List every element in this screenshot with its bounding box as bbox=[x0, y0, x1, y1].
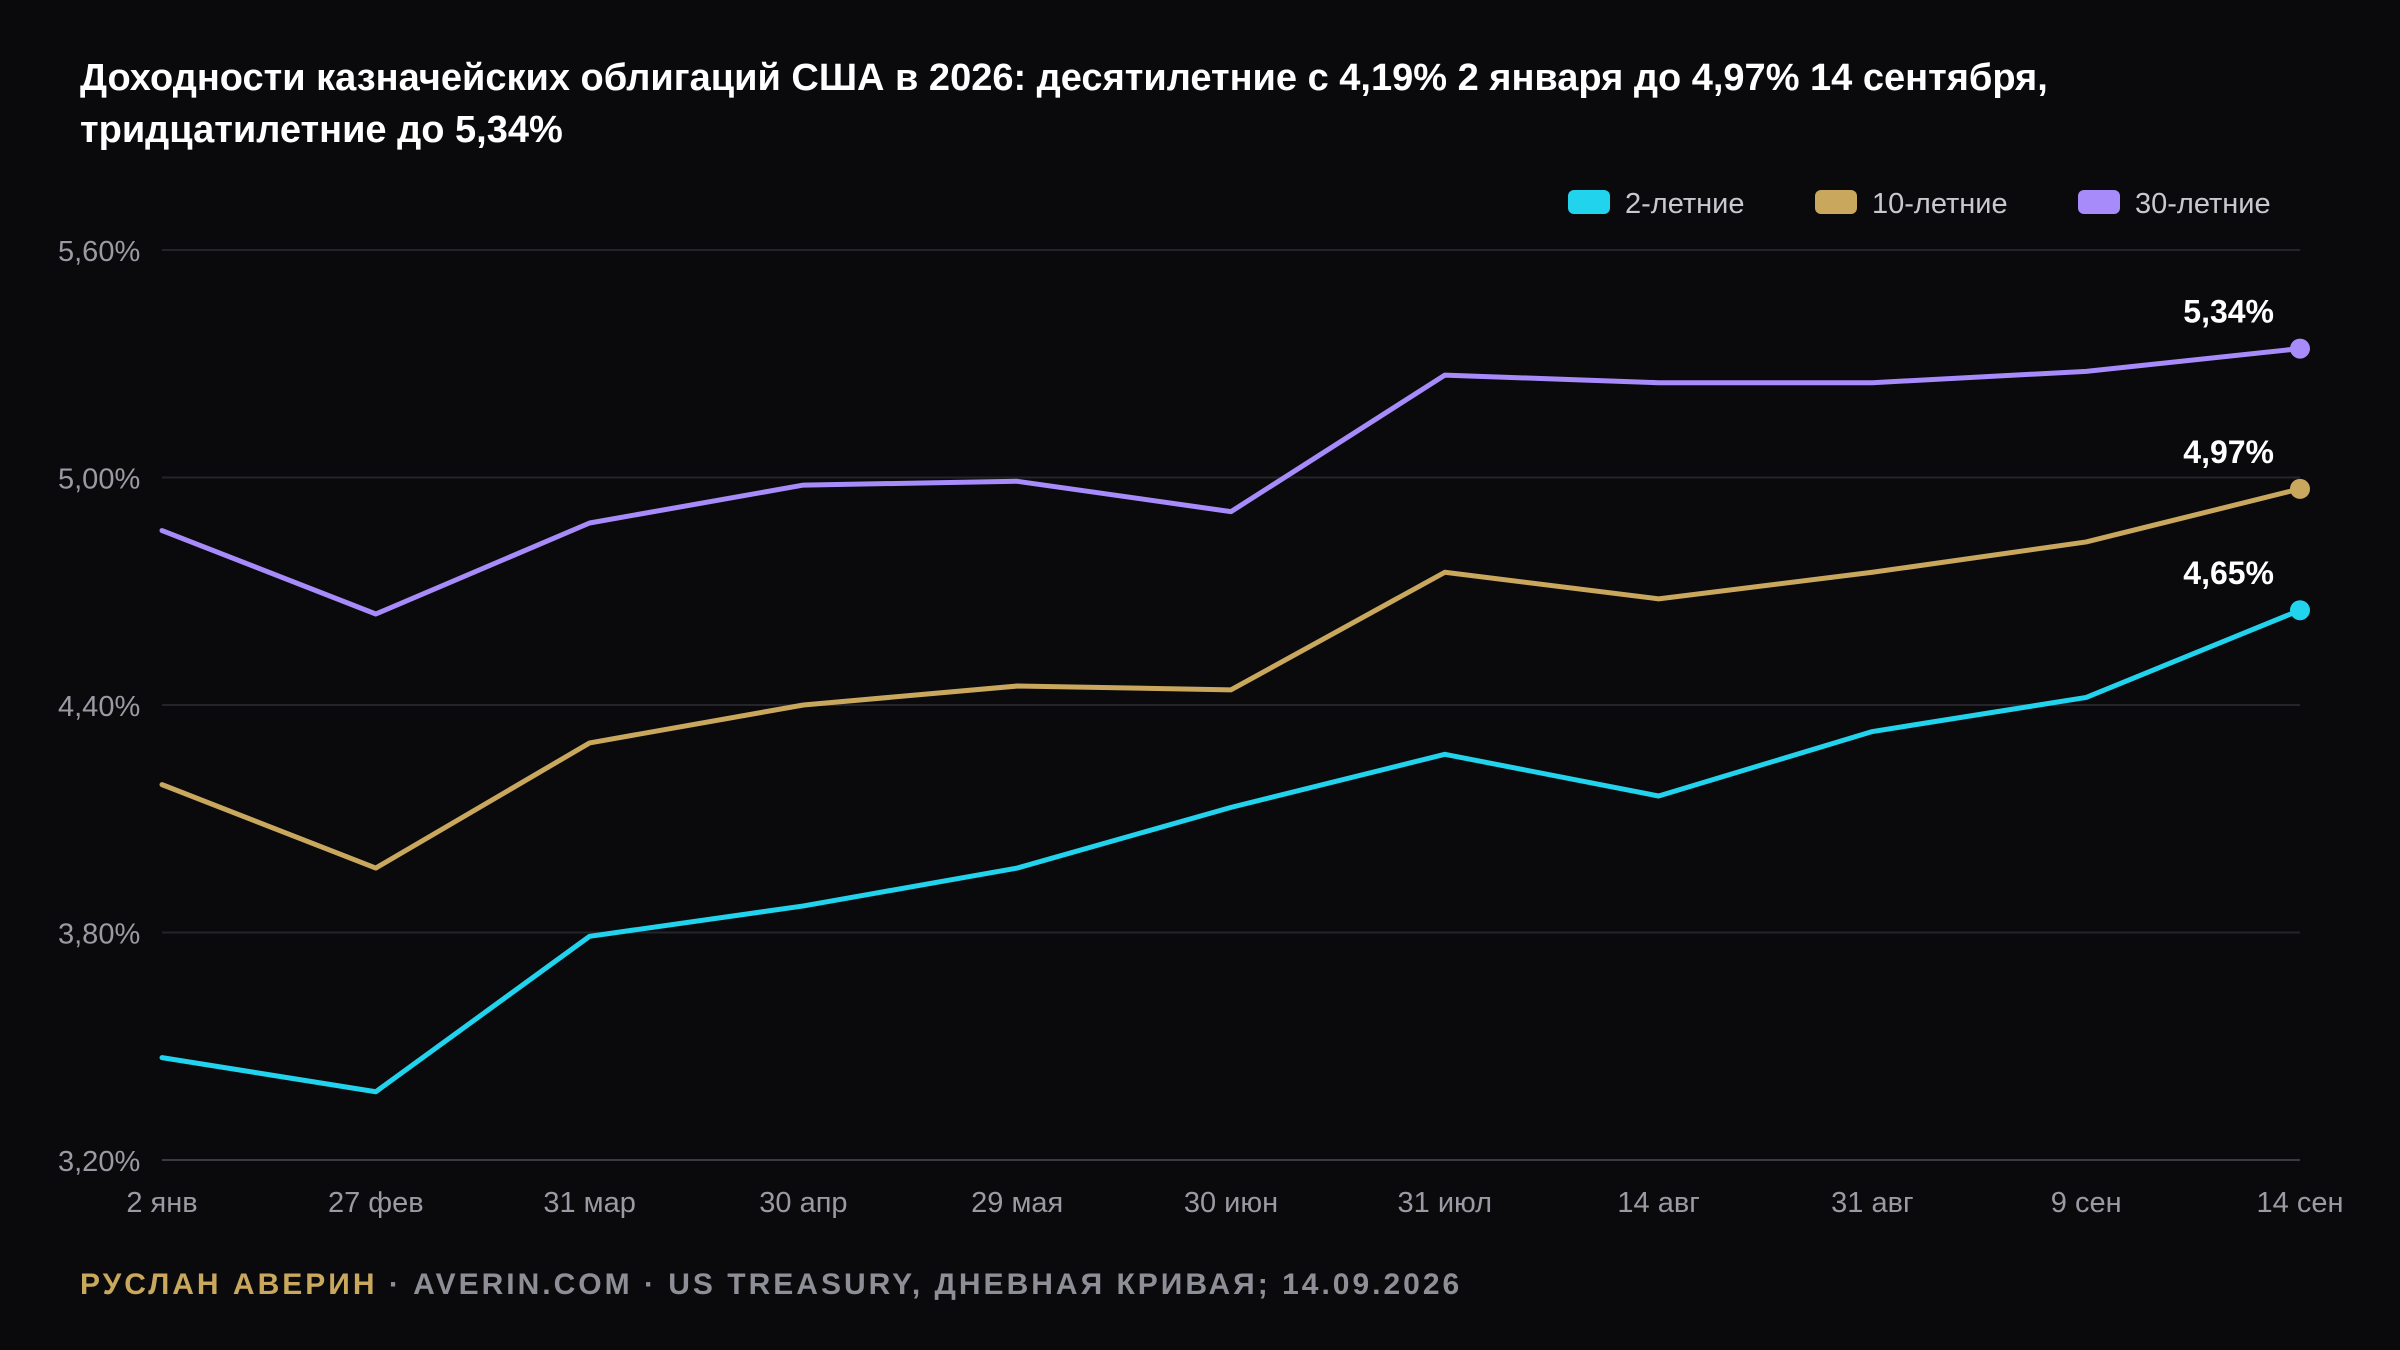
y-tick-label: 5,60% bbox=[58, 236, 140, 268]
end-value-label: 4,97% bbox=[2183, 434, 2274, 470]
x-axis-ticks: 2 янв 27 фев 31 мар 30 апр 29 мая 30 июн 31 ию… bbox=[126, 1187, 2343, 1219]
x-tick-label: 2 янв bbox=[126, 1187, 197, 1219]
legend-swatch bbox=[1815, 190, 1857, 214]
footer-author: РУСЛАН АВЕРИН bbox=[80, 1268, 378, 1301]
footer-source: · AVERIN.COM · US TREASURY, ДНЕВНАЯ КРИВ… bbox=[377, 1268, 1463, 1301]
chart-title: Доходности казначейских облигаций США в … bbox=[80, 52, 2320, 156]
legend-label: 2-летние bbox=[1625, 188, 1745, 220]
legend-swatch bbox=[1568, 190, 1610, 214]
series-line bbox=[159, 607, 2303, 1095]
legend: 2-летние 10-летние 30-летние bbox=[1568, 188, 2271, 220]
line-chart: 5,60% 5,00% 4,40% 3,80% 3,20% 2 янв 27 фев 31 … bbox=[58, 188, 2343, 1219]
y-tick-label: 3,80% bbox=[58, 919, 140, 951]
legend-label: 10-летние bbox=[1872, 188, 2008, 220]
x-tick-label: 30 июн bbox=[1184, 1187, 1278, 1219]
series-2: 4,97% bbox=[159, 434, 2310, 871]
footer-credit: РУСЛАН АВЕРИН · AVERIN.COM · US TREASURY… bbox=[80, 1268, 1462, 1302]
x-tick-label: 27 фев bbox=[328, 1187, 424, 1219]
legend-label: 30-летние bbox=[2135, 188, 2271, 220]
end-point-marker bbox=[2290, 600, 2310, 621]
series-lines: 4,65% 4,97% 5,34% bbox=[159, 294, 2310, 1095]
y-axis-ticks: 5,60% 5,00% 4,40% 3,80% 3,20% bbox=[58, 236, 140, 1178]
x-tick-label: 31 июл bbox=[1398, 1187, 1493, 1219]
chart-title-line-2: тридцатилетние до 5,34% bbox=[80, 109, 563, 151]
chart-title-line-1: Доходности казначейских облигаций США в … bbox=[80, 57, 2048, 99]
grid bbox=[162, 249, 2300, 1161]
series-3: 5,34% bbox=[159, 294, 2310, 617]
x-tick-label: 14 сен bbox=[2257, 1187, 2344, 1219]
end-point-marker bbox=[2290, 478, 2310, 499]
end-point-marker bbox=[2290, 338, 2310, 359]
series-line bbox=[159, 486, 2303, 871]
y-tick-label: 3,20% bbox=[58, 1146, 140, 1178]
x-tick-label: 14 авг bbox=[1617, 1187, 1699, 1219]
y-tick-label: 5,00% bbox=[58, 464, 140, 496]
x-tick-label: 31 мар bbox=[543, 1187, 636, 1219]
series-line bbox=[159, 346, 2303, 617]
x-tick-label: 31 авг bbox=[1831, 1187, 1913, 1219]
end-value-label: 5,34% bbox=[2183, 294, 2274, 330]
y-tick-label: 4,40% bbox=[58, 691, 140, 723]
series-1: 4,65% bbox=[159, 555, 2310, 1095]
x-tick-label: 29 мая bbox=[971, 1187, 1063, 1219]
end-value-label: 4,65% bbox=[2183, 555, 2274, 591]
x-tick-label: 9 сен bbox=[2051, 1187, 2122, 1219]
x-tick-label: 30 апр bbox=[759, 1187, 847, 1219]
legend-swatch bbox=[2078, 190, 2120, 214]
